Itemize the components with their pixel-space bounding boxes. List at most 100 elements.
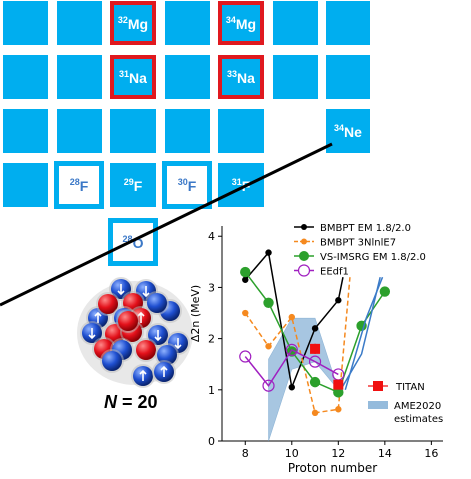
nuclide-label-na33: 33Na: [227, 68, 255, 86]
legend-marker: [301, 238, 307, 245]
nuclide-cell-na33: 33Na: [218, 55, 264, 99]
proton: [96, 292, 120, 316]
spin-arrowhead: [137, 311, 145, 317]
series-marker: [311, 325, 319, 332]
nuclide-cell: [57, 109, 102, 153]
nuclide-cell-mg32: 32Mg: [110, 1, 156, 45]
neutron-ball: [102, 351, 122, 371]
legend-label: VS-IMSRG EM 1.8/2.0: [320, 252, 426, 263]
series-marker: [265, 343, 272, 350]
spin-arrowhead: [117, 290, 125, 296]
legend-label: TITAN: [395, 382, 425, 393]
series-marker: [263, 297, 274, 308]
nuclide-label-mg34: 34Mg: [225, 14, 257, 32]
ame2020-band: [268, 317, 339, 442]
nuclide-label-na31: 31Na: [119, 68, 147, 86]
nuclide-cell-o28: 28O: [108, 218, 158, 266]
legend-label: BMBPT 3NlnlE7: [320, 238, 396, 249]
spin-arrowhead: [174, 344, 182, 350]
series-marker: [311, 409, 319, 417]
legend-label: estimates: [394, 414, 443, 425]
nuclide-cell: [3, 109, 48, 153]
x-tick-label: 14: [378, 447, 392, 460]
nuclide-cell: [110, 109, 156, 153]
nuclide-cell: [165, 1, 210, 45]
proton-ball: [118, 311, 138, 331]
spin-arrowhead: [160, 365, 168, 371]
series-marker: [335, 406, 342, 413]
nuclide-label-ne34: 34Ne: [334, 122, 362, 140]
nuclide-label-f29: 29F: [123, 176, 143, 194]
series-line: [244, 348, 339, 387]
proton-ball: [98, 294, 118, 314]
neutron-ball: [157, 345, 177, 365]
series-marker: [262, 379, 275, 392]
legend-marker: [301, 224, 307, 230]
neutron: [152, 360, 176, 384]
nuclide-cell-mg34: 34Mg: [218, 1, 264, 45]
nuclide-cell: [273, 1, 318, 45]
y-tick-label: 1: [208, 384, 215, 397]
y-axis-label: Δ2n (MeV): [189, 285, 202, 342]
spin-arrowhead: [94, 311, 102, 317]
x-tick-label: 8: [242, 447, 249, 460]
nuclide-cell: [326, 55, 370, 99]
nuclide-label-f30: 30F: [177, 176, 197, 194]
nuclide-cell-f30: 30F: [162, 161, 212, 209]
series-marker: [335, 297, 342, 304]
neutron-ball: [147, 293, 167, 313]
series-marker: [288, 384, 295, 391]
series-line: [244, 277, 351, 414]
series-marker: [242, 309, 249, 317]
nuclide-cell: [57, 1, 102, 45]
x-tick-label: 16: [424, 447, 438, 460]
spin-arrowhead: [139, 369, 147, 375]
x-tick-label: 10: [285, 447, 299, 460]
series-line: [244, 250, 344, 391]
nuclide-cell: [326, 1, 370, 45]
legend-label: EEdf1: [320, 267, 349, 278]
spin-arrowhead: [142, 292, 150, 298]
nuclide-label-f28: 28F: [69, 176, 89, 194]
y-tick-label: 0: [208, 435, 215, 448]
y-tick-label: 3: [208, 281, 215, 294]
proton: [116, 309, 140, 333]
neutron: [100, 349, 124, 373]
nuclide-cell: [3, 163, 48, 207]
legend-marker: [299, 251, 309, 261]
y-tick-label: 4: [208, 230, 215, 243]
proton-ball: [136, 340, 156, 360]
series-marker: [242, 276, 249, 283]
legend-marker: [297, 264, 311, 277]
x-axis-label: Proton number: [288, 461, 377, 475]
series-line: [339, 277, 381, 391]
series-marker: [239, 350, 252, 363]
series-marker: [265, 249, 272, 256]
series-marker: [285, 343, 298, 356]
series-marker: [308, 355, 322, 368]
nuclide-cell: [218, 109, 264, 153]
nuclide-cell-na31: 31Na: [110, 55, 156, 99]
nuclide-label-mg32: 32Mg: [117, 14, 149, 32]
legend-label: AME2020: [394, 401, 441, 412]
nuclide-label-o28: 28O: [122, 233, 144, 251]
nuclide-cell: [273, 55, 318, 99]
series-marker: [240, 266, 251, 278]
titan-marker: [310, 343, 321, 354]
series-marker: [288, 313, 295, 321]
nuclide-cell: [3, 1, 48, 45]
series-line: [344, 276, 384, 391]
nuclide-cell: [165, 55, 210, 99]
spin-arrowhead: [154, 336, 162, 342]
nuclide-cell-ne34: 34Ne: [326, 109, 370, 153]
proton: [134, 338, 158, 362]
nuclide-cell-f28: 28F: [54, 161, 104, 209]
neutron: [131, 364, 155, 388]
nuclide-cell: [57, 55, 102, 99]
nucleus-illustration: [77, 277, 193, 388]
titan-marker: [333, 379, 344, 390]
spin-arrowhead: [88, 334, 96, 340]
legend-marker: [373, 381, 383, 391]
